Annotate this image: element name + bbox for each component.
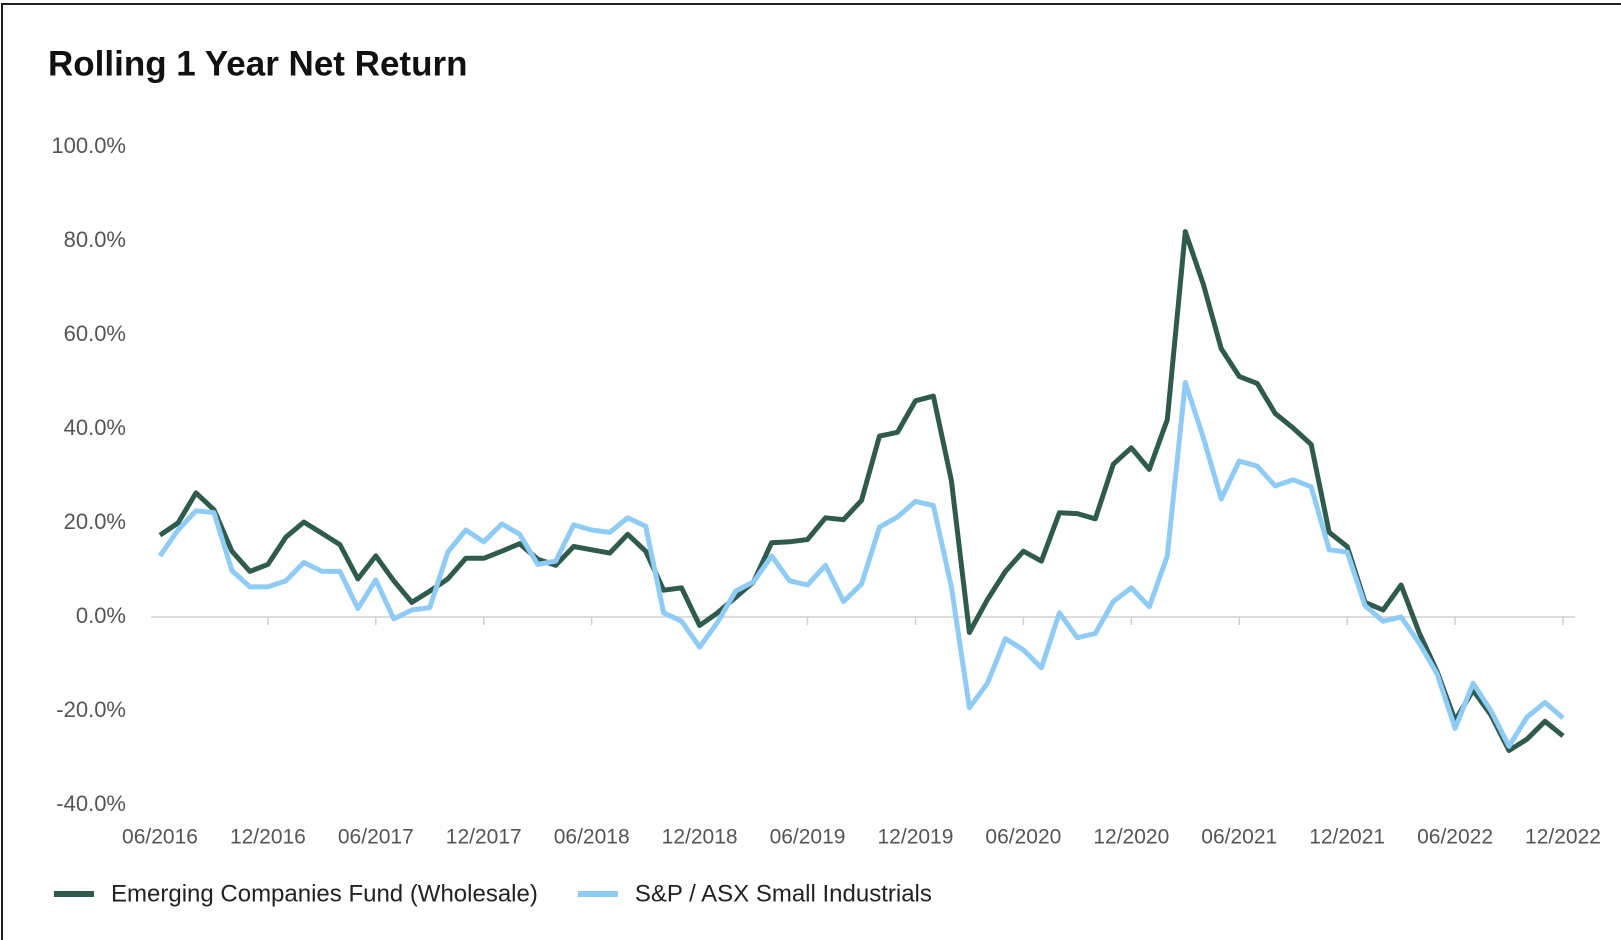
- y-tick-label: 0.0%: [76, 603, 126, 628]
- x-tick-label: 12/2022: [1525, 826, 1601, 849]
- x-tick-label: 06/2019: [770, 826, 846, 849]
- x-tick-label: 12/2021: [1309, 826, 1385, 849]
- x-tick-label: 06/2021: [1201, 826, 1277, 849]
- series-line: [158, 229, 1565, 753]
- y-tick-label: 20.0%: [64, 509, 126, 534]
- x-tick-label: 12/2018: [662, 826, 738, 849]
- x-tick-label: 06/2018: [554, 826, 630, 849]
- legend-label: S&P / ASX Small Industrials: [635, 880, 932, 907]
- x-tick-label: 06/2017: [338, 826, 414, 849]
- y-tick-label: -20.0%: [56, 697, 126, 722]
- x-tick-label: 12/2017: [446, 826, 522, 849]
- legend-label: Emerging Companies Fund (Wholesale): [111, 880, 538, 907]
- y-tick-label: 40.0%: [64, 415, 126, 440]
- y-tick-label: 80.0%: [64, 227, 126, 252]
- x-tick-label: 12/2020: [1093, 826, 1169, 849]
- x-tick-label: 12/2016: [230, 826, 306, 849]
- chart-title: Rolling 1 Year Net Return: [48, 44, 467, 83]
- y-tick-label: -40.0%: [56, 791, 126, 816]
- x-tick-label: 06/2020: [985, 826, 1061, 849]
- x-tick-label: 06/2022: [1417, 826, 1493, 849]
- frame: [1, 3, 1621, 940]
- y-tick-label: 60.0%: [64, 321, 126, 346]
- x-tick-label: 06/2016: [122, 826, 198, 849]
- y-tick-label: 100.0%: [51, 133, 126, 158]
- x-tick-label: 12/2019: [878, 826, 954, 849]
- series-line: [157, 380, 1565, 749]
